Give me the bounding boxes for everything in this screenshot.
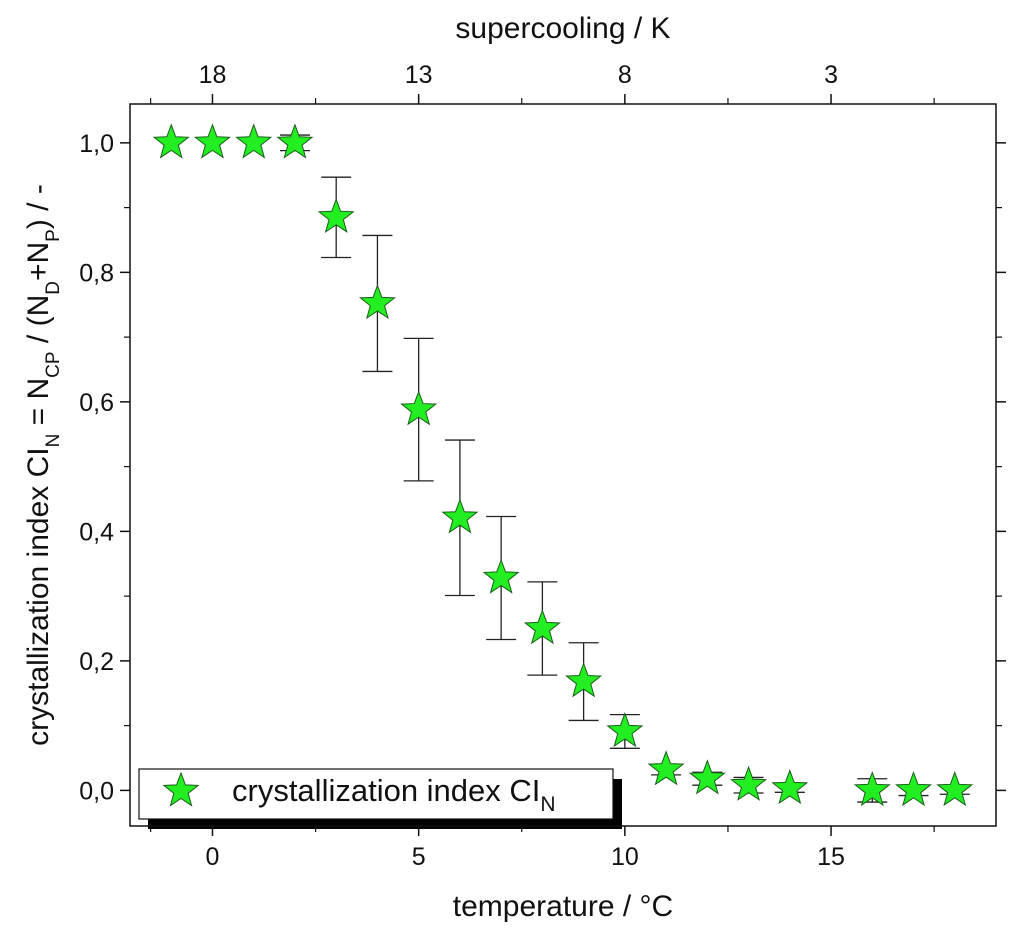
y-tick-label: 0,2 xyxy=(79,648,114,676)
y-tick-label: 0,0 xyxy=(79,777,114,805)
data-point xyxy=(400,390,438,426)
plot-frame xyxy=(129,103,997,827)
data-point xyxy=(235,123,273,159)
y-tick-label: 0,4 xyxy=(79,518,114,546)
top-axis-title: supercooling / K xyxy=(455,12,670,45)
y-tick-label: 0,6 xyxy=(79,389,114,417)
data-point xyxy=(730,765,768,801)
y-tick-label: 1,0 xyxy=(79,130,114,158)
legend-label: crystallization index CIN xyxy=(232,773,556,816)
x-tick-label: 10 xyxy=(611,843,639,871)
data-point xyxy=(853,770,891,807)
data-point xyxy=(317,197,355,234)
data-point xyxy=(276,123,314,159)
data-point xyxy=(441,498,479,534)
data-point xyxy=(771,768,809,805)
data-point xyxy=(482,558,520,594)
data-point xyxy=(565,662,603,698)
top-tick-label: 18 xyxy=(199,61,227,89)
data-point xyxy=(936,770,974,807)
top-tick-label: 8 xyxy=(618,61,632,89)
y-tick-label: 0,8 xyxy=(79,259,114,287)
data-point xyxy=(647,750,685,786)
legend-marker xyxy=(162,771,200,807)
data-point xyxy=(895,770,933,807)
top-tick-label: 3 xyxy=(824,61,838,89)
x-tick-label: 0 xyxy=(206,843,220,871)
data-point xyxy=(688,759,726,795)
data-point xyxy=(358,283,396,320)
top-tick-label: 13 xyxy=(405,61,433,89)
data-point xyxy=(523,609,561,645)
data-point xyxy=(152,123,190,159)
y-axis-title: crystallization index CIN = NCP / (ND+NP… xyxy=(22,184,64,746)
x-tick-label: 5 xyxy=(412,843,426,871)
data-point xyxy=(606,712,644,748)
data-point xyxy=(193,123,231,159)
x-tick-label: 15 xyxy=(817,843,845,871)
x-axis-title: temperature / °C xyxy=(453,890,673,923)
legend-box xyxy=(138,768,614,820)
